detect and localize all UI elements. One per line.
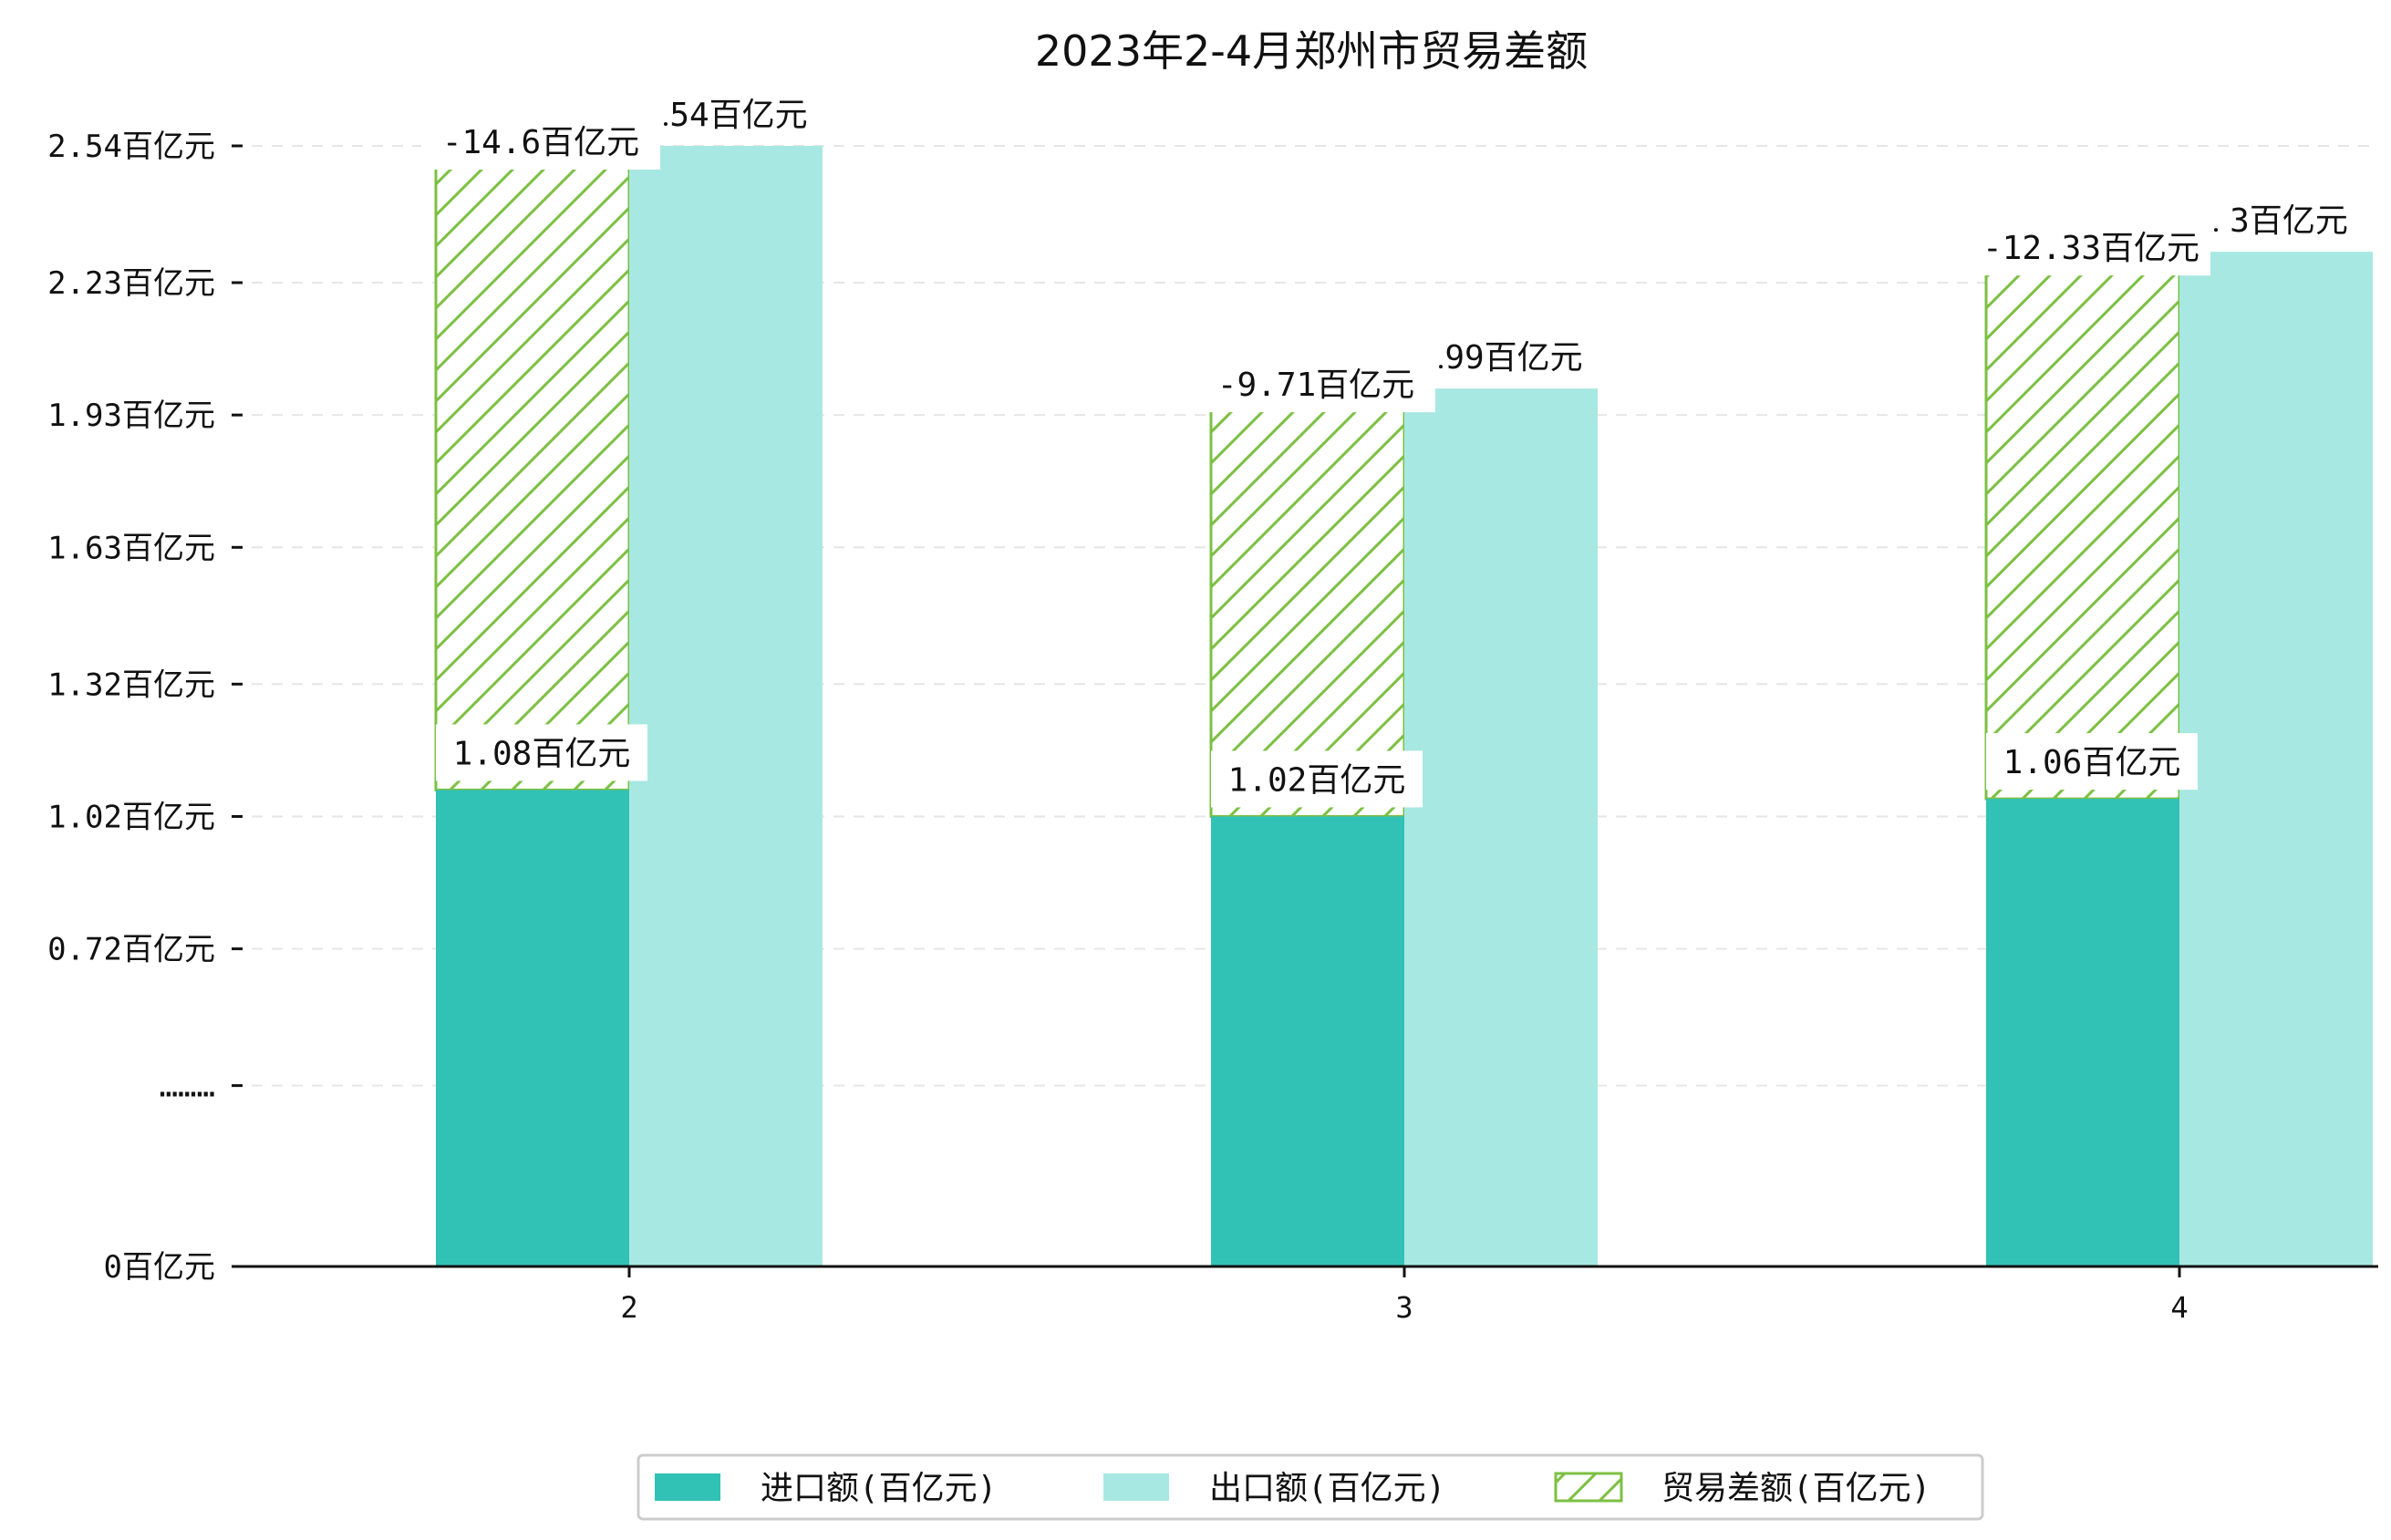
y-tick-label: 0百亿元 xyxy=(104,1249,215,1286)
data-label: -9.71百亿元 xyxy=(1217,367,1414,404)
data-label: 54百亿元 xyxy=(669,97,807,134)
bar-import xyxy=(1211,816,1404,1266)
label-clip-dot xyxy=(664,122,668,126)
y-tick-label: 1.93百亿元 xyxy=(47,398,215,434)
legend-swatch xyxy=(1103,1473,1169,1501)
data-label: 99百亿元 xyxy=(1444,339,1582,377)
legend-swatch xyxy=(655,1473,720,1501)
bar-export xyxy=(1404,388,1598,1266)
data-label-background xyxy=(1972,219,2210,276)
bar-balance xyxy=(1984,268,2181,801)
bar-balance xyxy=(434,162,631,791)
y-tick-label: ……… xyxy=(160,1069,215,1105)
legend: 进口额(百亿元) 出口额(百亿元) 贸易差额(百亿元) xyxy=(637,1453,1984,1521)
x-axis-ticks: 2 3 4 xyxy=(620,1266,2189,1325)
bar-import xyxy=(1986,799,2179,1266)
data-label: -14.6百亿元 xyxy=(442,124,639,161)
x-tick-label: 4 xyxy=(2170,1290,2188,1325)
bar-balance xyxy=(1209,405,1406,818)
y-tick-label: 2.54百亿元 xyxy=(47,129,215,165)
data-label-background xyxy=(436,724,647,781)
y-tick-label: 0.72百亿元 xyxy=(47,932,215,968)
y-axis-ticks: 0百亿元 ……… 0.72百亿元 1.02百亿元 1.32百亿元 1.63百亿元 1.93百… xyxy=(47,129,243,1286)
label-clip-dot xyxy=(2214,228,2218,233)
legend-label: 进口额(百亿元) xyxy=(761,1470,997,1507)
bar-import xyxy=(436,790,629,1266)
y-tick-label: 1.63百亿元 xyxy=(47,530,215,566)
y-tick-label: 1.02百亿元 xyxy=(47,799,215,835)
data-labels: 1.08百亿元 -14.6百亿元 54百亿元 1.02百亿元 -9.71百亿元 99百亿元… xyxy=(421,97,2348,808)
data-label-background xyxy=(1986,733,2198,791)
y-tick-label: 2.23百亿元 xyxy=(47,265,215,302)
x-tick-label: 2 xyxy=(620,1290,637,1325)
data-label: 1.08百亿元 xyxy=(453,735,631,772)
x-tick-label: 3 xyxy=(1395,1290,1413,1325)
bar-export xyxy=(2179,252,2373,1266)
data-label-background xyxy=(421,113,660,170)
legend-box xyxy=(637,1453,1984,1521)
y-tick-label: 1.32百亿元 xyxy=(47,667,215,703)
data-label-background xyxy=(1196,356,1435,413)
data-label: -12.33百亿元 xyxy=(1982,230,2200,267)
data-label: 1.06百亿元 xyxy=(2003,744,2181,781)
data-label: 1.02百亿元 xyxy=(1228,761,1406,799)
label-clip-dot xyxy=(1439,365,1443,369)
data-label: 3百亿元 xyxy=(2230,202,2348,240)
legend-swatch xyxy=(1554,1472,1623,1503)
chart-title: 2023年2-4月郑州市贸易差额 xyxy=(1035,26,1588,76)
bars xyxy=(434,146,2373,1266)
data-label-background xyxy=(1211,750,1423,808)
legend-label: 贸易差额(百亿元) xyxy=(1661,1470,1930,1507)
bar-export xyxy=(629,146,823,1266)
legend-label: 出口额(百亿元) xyxy=(1209,1470,1445,1507)
